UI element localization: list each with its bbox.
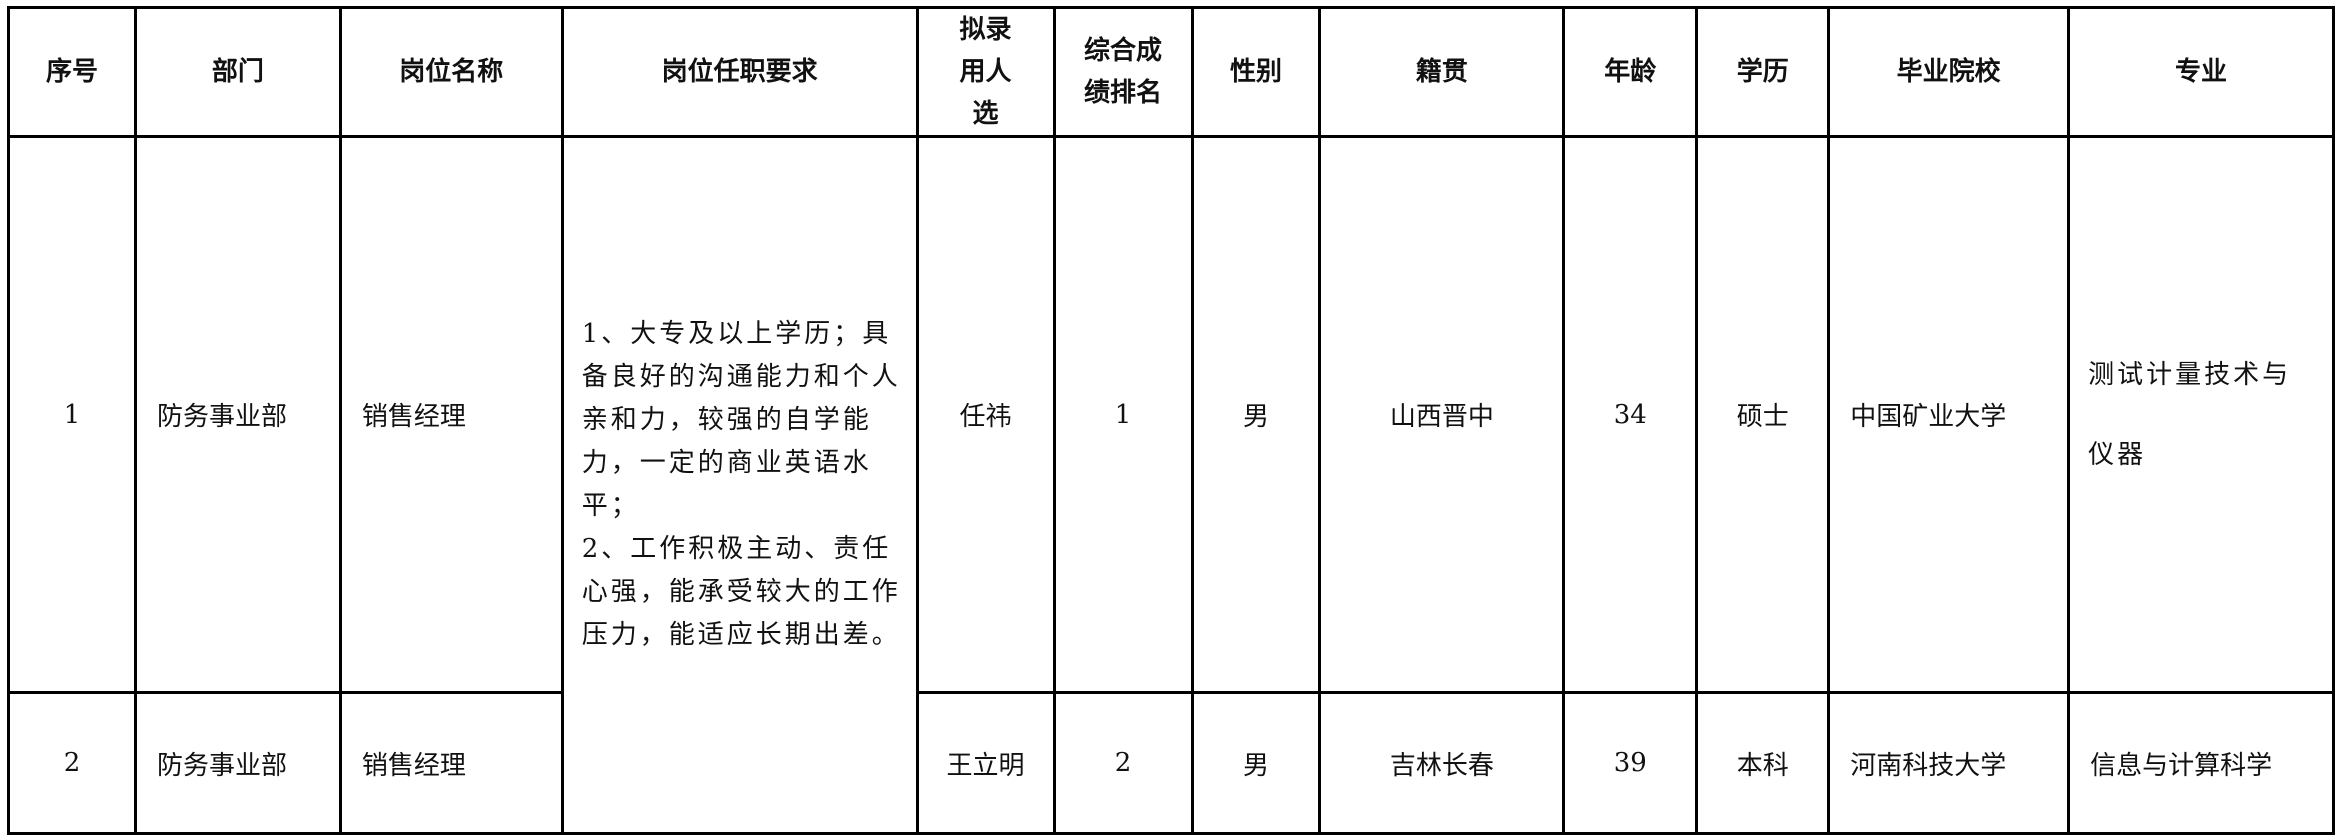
cell-origin: 吉林长春 bbox=[1318, 691, 1566, 835]
cell-age: 39 bbox=[1562, 691, 1699, 835]
cell-major: 信息与计算科学 bbox=[2067, 691, 2335, 835]
cell-dept: 防务事业部 bbox=[133, 135, 342, 694]
header-candidate: 拟录用人选 bbox=[915, 6, 1056, 138]
table-row: 2 防务事业部 销售经理 王立明 2 男 吉林长春 39 本科 河南科技大学 信… bbox=[7, 691, 2335, 835]
header-rank: 综合成绩排名 bbox=[1052, 6, 1194, 138]
header-age: 年龄 bbox=[1562, 6, 1699, 138]
cell-candidate: 王立明 bbox=[915, 691, 1056, 835]
header-major: 专业 bbox=[2067, 6, 2335, 138]
requirement-text: 1、大专及以上学历；具备良好的沟通能力和个人亲和力，较强的自学能力，一定的商业英… bbox=[581, 319, 901, 650]
header-position: 岗位名称 bbox=[338, 6, 564, 138]
header-school: 毕业院校 bbox=[1827, 6, 2071, 138]
cell-requirement: 1、大专及以上学历；具备良好的沟通能力和个人亲和力，较强的自学能力，一定的商业英… bbox=[560, 135, 919, 835]
cell-position: 销售经理 bbox=[338, 135, 564, 694]
cell-no: 1 bbox=[7, 135, 137, 694]
cell-gender: 男 bbox=[1190, 691, 1322, 835]
cell-no: 2 bbox=[7, 691, 137, 835]
cell-dept: 防务事业部 bbox=[133, 691, 342, 835]
cell-origin: 山西晋中 bbox=[1318, 135, 1566, 694]
header-gender: 性别 bbox=[1190, 6, 1322, 138]
header-degree: 学历 bbox=[1695, 6, 1831, 138]
cell-candidate: 任祎 bbox=[915, 135, 1056, 694]
cell-rank: 2 bbox=[1052, 691, 1194, 835]
cell-position: 销售经理 bbox=[338, 691, 564, 835]
header-requirement: 岗位任职要求 bbox=[560, 6, 919, 138]
cell-degree: 本科 bbox=[1695, 691, 1831, 835]
cell-rank: 1 bbox=[1052, 135, 1194, 694]
header-row: 序号 部门 岗位名称 岗位任职要求 拟录用人选 综合成绩排名 性别 籍贯 年龄 … bbox=[7, 6, 2335, 138]
header-no: 序号 bbox=[7, 6, 137, 138]
cell-major: 测试计量技术与仪器 bbox=[2067, 135, 2335, 694]
header-dept: 部门 bbox=[133, 6, 342, 138]
cell-degree: 硕士 bbox=[1695, 135, 1831, 694]
table-row: 1 防务事业部 销售经理 1、大专及以上学历；具备良好的沟通能力和个人亲和力，较… bbox=[7, 135, 2335, 835]
cell-school: 中国矿业大学 bbox=[1827, 135, 2071, 694]
cell-age: 34 bbox=[1562, 135, 1699, 694]
cell-gender: 男 bbox=[1190, 135, 1322, 694]
header-origin: 籍贯 bbox=[1318, 6, 1566, 138]
cell-school: 河南科技大学 bbox=[1827, 691, 2071, 835]
candidate-table: 序号 部门 岗位名称 岗位任职要求 拟录用人选 综合成绩排名 性别 籍贯 年龄 … bbox=[7, 6, 2335, 835]
